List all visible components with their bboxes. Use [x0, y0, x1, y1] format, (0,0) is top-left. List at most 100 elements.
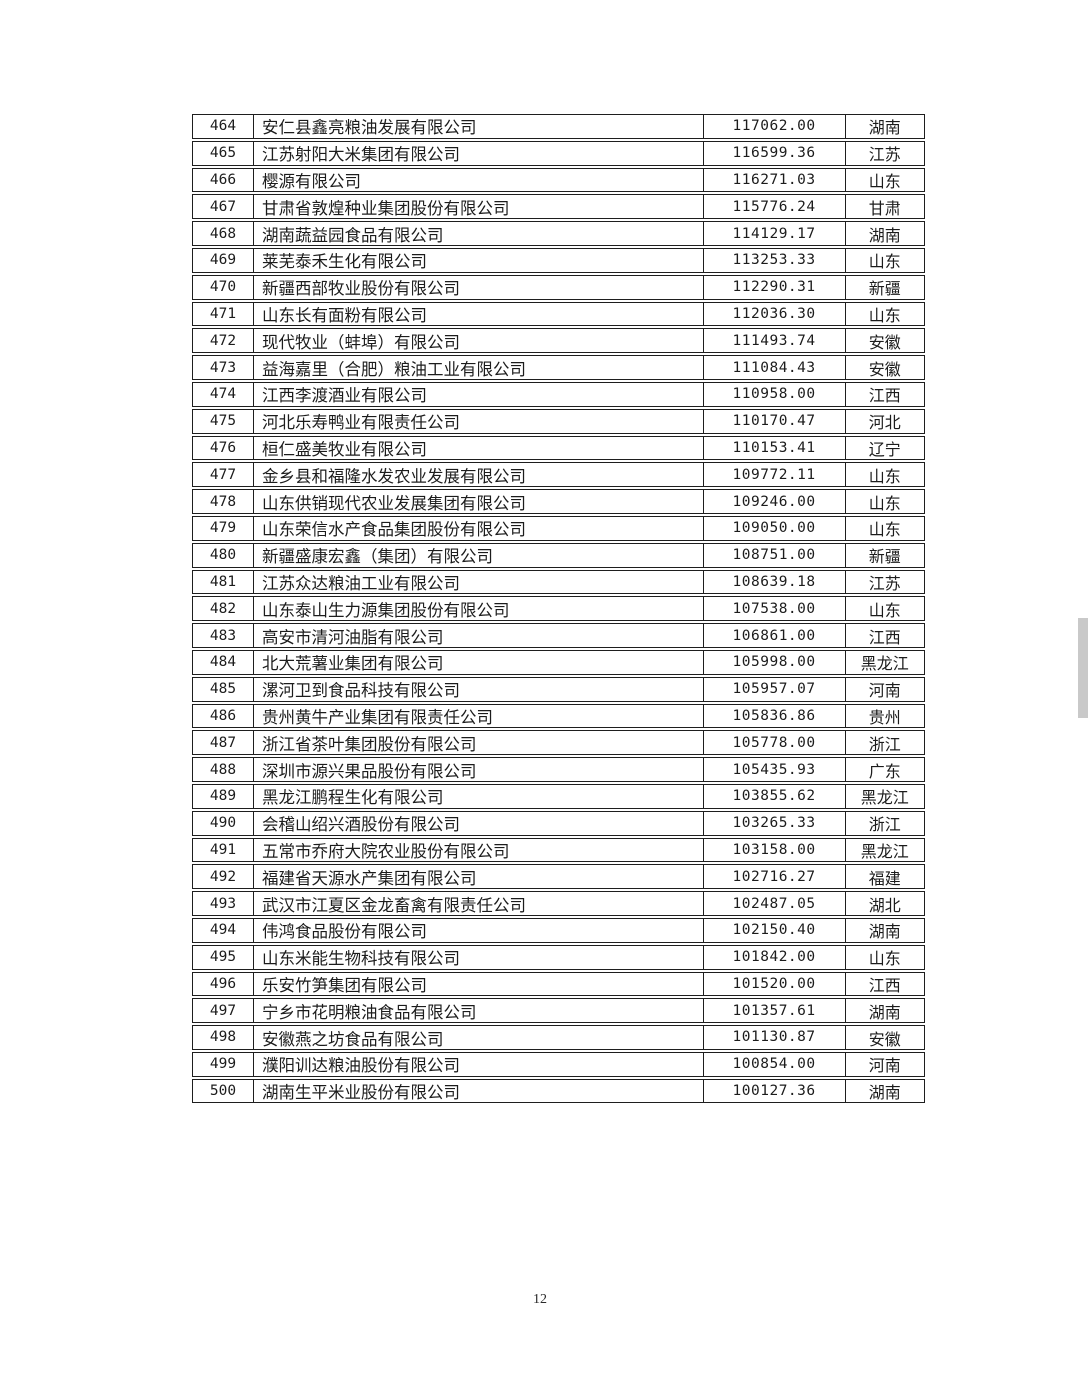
province-name: 辽宁	[868, 441, 901, 459]
company-name: 新疆西部牧业股份有限公司	[261, 280, 460, 299]
company-name-cell: 现代牧业（蚌埠）有限公司	[254, 329, 704, 353]
province-name: 江西	[868, 629, 901, 647]
amount-value: 105998.00	[732, 654, 816, 671]
amount-cell: 109050.00	[704, 516, 846, 540]
province-cell: 江西	[846, 383, 924, 406]
province-cell: 辽宁	[846, 437, 924, 460]
company-name: 安仁县鑫亮粮油发展有限公司	[261, 119, 477, 138]
table-row: 470 新疆西部牧业股份有限公司 112290.31 新疆	[192, 274, 925, 300]
rank-value: 483	[209, 627, 237, 644]
company-name-cell: 桓仁盛美牧业有限公司	[254, 436, 704, 460]
amount-cell: 116271.03	[704, 168, 846, 192]
province-name: 黑龙江	[860, 790, 909, 808]
company-name-cell: 樱源有限公司	[254, 168, 704, 192]
company-name-cell: 北大荒薯业集团有限公司	[254, 650, 704, 674]
amount-value: 101520.00	[732, 975, 816, 992]
rank-cell: 486	[193, 704, 254, 728]
company-name: 甘肃省敦煌种业集团股份有限公司	[261, 199, 510, 218]
rank-value: 480	[209, 547, 237, 564]
amount-value: 112036.30	[732, 305, 816, 322]
rank-cell: 493	[193, 892, 254, 915]
amount-value: 103265.33	[732, 815, 816, 832]
page-number: 12	[533, 1292, 547, 1307]
table-row: 478 山东供销现代农业发展集团有限公司 109246.00 山东	[192, 489, 925, 514]
amount-cell: 102716.27	[704, 865, 846, 889]
company-name: 五常市乔府大院农业股份有限公司	[261, 842, 510, 861]
rank-value: 488	[209, 761, 237, 778]
rank-cell: 487	[193, 731, 254, 755]
province-name: 安徽	[868, 361, 901, 379]
company-name-cell: 江苏射阳大米集团有限公司	[254, 141, 704, 165]
company-name-cell: 山东长有面粉有限公司	[254, 302, 704, 326]
company-name: 山东长有面粉有限公司	[261, 306, 427, 325]
table-row: 499 濮阳训达粮油股份有限公司 100854.00 河南	[192, 1051, 925, 1077]
rank-cell: 483	[193, 624, 254, 647]
rank-cell: 491	[193, 838, 254, 862]
province-name: 浙江	[868, 817, 901, 835]
company-name: 伟鸿食品股份有限公司	[261, 923, 427, 942]
rank-cell: 478	[193, 490, 254, 513]
amount-value: 111084.43	[732, 359, 816, 376]
company-name: 漯河卫到食品科技有限公司	[261, 682, 460, 701]
table-row: 482 山东泰山生力源集团股份有限公司 107538.00 山东	[192, 596, 925, 622]
table-row: 466 樱源有限公司 116271.03 山东	[192, 167, 925, 193]
table-row: 475 河北乐寿鸭业有限责任公司 110170.47 河北	[192, 408, 925, 434]
province-cell: 安徽	[846, 1026, 924, 1049]
rank-value: 493	[209, 895, 237, 912]
rank-cell: 485	[193, 677, 254, 701]
company-name: 黑龙江鹏程生化有限公司	[261, 789, 444, 808]
amount-value: 100854.00	[732, 1056, 816, 1073]
rank-cell: 484	[193, 650, 254, 674]
table-row: 465 江苏射阳大米集团有限公司 116599.36 江苏	[192, 140, 925, 166]
amount-cell: 111084.43	[704, 356, 846, 379]
rank-value: 465	[209, 145, 237, 162]
province-name: 山东	[868, 602, 901, 620]
scrollbar-thumb[interactable]	[1078, 618, 1088, 718]
province-cell: 江西	[846, 973, 924, 996]
province-cell: 广东	[846, 758, 924, 781]
company-name: 河北乐寿鸭业有限责任公司	[261, 414, 460, 433]
company-name-cell: 湖南生平米业股份有限公司	[254, 1079, 704, 1103]
amount-value: 112290.31	[732, 279, 816, 296]
province-cell: 湖南	[846, 115, 924, 138]
table-row: 480 新疆盛康宏鑫（集团）有限公司 108751.00 新疆	[192, 542, 925, 568]
rank-cell: 489	[193, 784, 254, 808]
company-name-cell: 江西李渡酒业有限公司	[254, 382, 704, 406]
province-cell: 甘肃	[846, 195, 924, 218]
company-name: 山东供销现代农业发展集团有限公司	[261, 494, 526, 513]
rank-value: 495	[209, 949, 237, 966]
province-name: 湖南	[868, 1004, 901, 1022]
province-name: 黑龙江	[860, 656, 909, 674]
amount-cell: 103265.33	[704, 811, 846, 835]
table-row: 468 湖南蔬益园食品有限公司 114129.17 湖南	[192, 221, 925, 246]
table-row: 497 宁乡市花明粮油食品有限公司 101357.61 湖南	[192, 998, 925, 1024]
province-cell: 山东	[846, 597, 924, 620]
rank-cell: 465	[193, 141, 254, 165]
table-row: 473 益海嘉里（合肥）粮油工业有限公司 111084.43 安徽	[192, 355, 925, 380]
rank-value: 490	[209, 815, 237, 832]
amount-cell: 101357.61	[704, 999, 846, 1023]
rank-value: 473	[209, 359, 237, 376]
province-name: 湖南	[868, 924, 901, 942]
rank-value: 496	[209, 975, 237, 992]
rank-value: 479	[209, 520, 237, 537]
company-name: 会稽山绍兴酒股份有限公司	[261, 816, 460, 835]
province-name: 浙江	[868, 736, 901, 754]
province-cell: 江苏	[846, 571, 924, 594]
rank-cell: 496	[193, 972, 254, 996]
rank-cell: 500	[193, 1079, 254, 1103]
amount-cell: 115776.24	[704, 195, 846, 219]
company-name-cell: 安徽燕之坊食品有限公司	[254, 1026, 704, 1049]
amount-value: 103158.00	[732, 841, 816, 858]
rank-value: 471	[209, 305, 237, 322]
table-row: 488 深圳市源兴果品股份有限公司 105435.93 广东	[192, 757, 925, 782]
company-ranking-table: 464 安仁县鑫亮粮油发展有限公司 117062.00 湖南 465 江苏射阳大…	[192, 114, 925, 1104]
province-cell: 山东	[846, 946, 924, 969]
company-name: 武汉市江夏区金龙畜禽有限责任公司	[261, 896, 526, 915]
company-name-cell: 乐安竹笋集团有限公司	[254, 972, 704, 996]
company-name-cell: 金乡县和福隆水发农业发展有限公司	[254, 463, 704, 487]
amount-cell: 100854.00	[704, 1052, 846, 1076]
amount-value: 117062.00	[732, 118, 816, 135]
rank-value: 469	[209, 252, 237, 269]
company-name-cell: 莱芜泰禾生化有限公司	[254, 248, 704, 272]
